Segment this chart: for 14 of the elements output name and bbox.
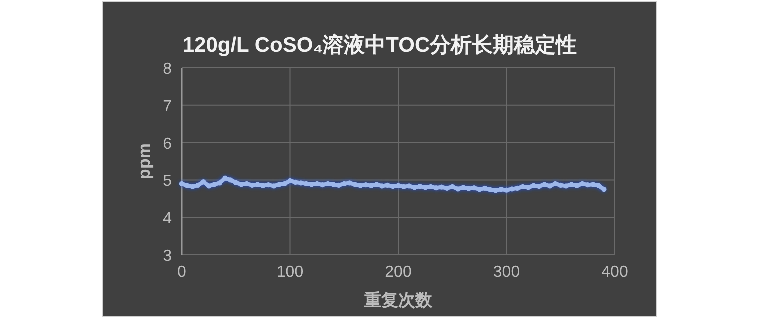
y-axis-title: ppm bbox=[135, 144, 154, 180]
chart-title: 120g/L CoSO₄溶液中TOC分析长期稳定性 bbox=[182, 33, 578, 57]
x-tick-label: 0 bbox=[178, 264, 187, 281]
y-tick-label: 3 bbox=[163, 248, 172, 265]
x-axis-title: 重复次数 bbox=[364, 291, 434, 310]
y-tick-label: 5 bbox=[163, 173, 172, 190]
y-tick-label: 7 bbox=[163, 98, 172, 116]
x-tick-label: 300 bbox=[493, 264, 520, 281]
x-tick-label: 200 bbox=[385, 264, 412, 281]
y-tick-label: 6 bbox=[163, 136, 172, 153]
x-tick-label: 400 bbox=[602, 264, 628, 281]
y-tick-label: 8 bbox=[163, 61, 172, 78]
y-tick-label: 4 bbox=[163, 210, 172, 228]
x-tick-label: 100 bbox=[276, 264, 304, 281]
